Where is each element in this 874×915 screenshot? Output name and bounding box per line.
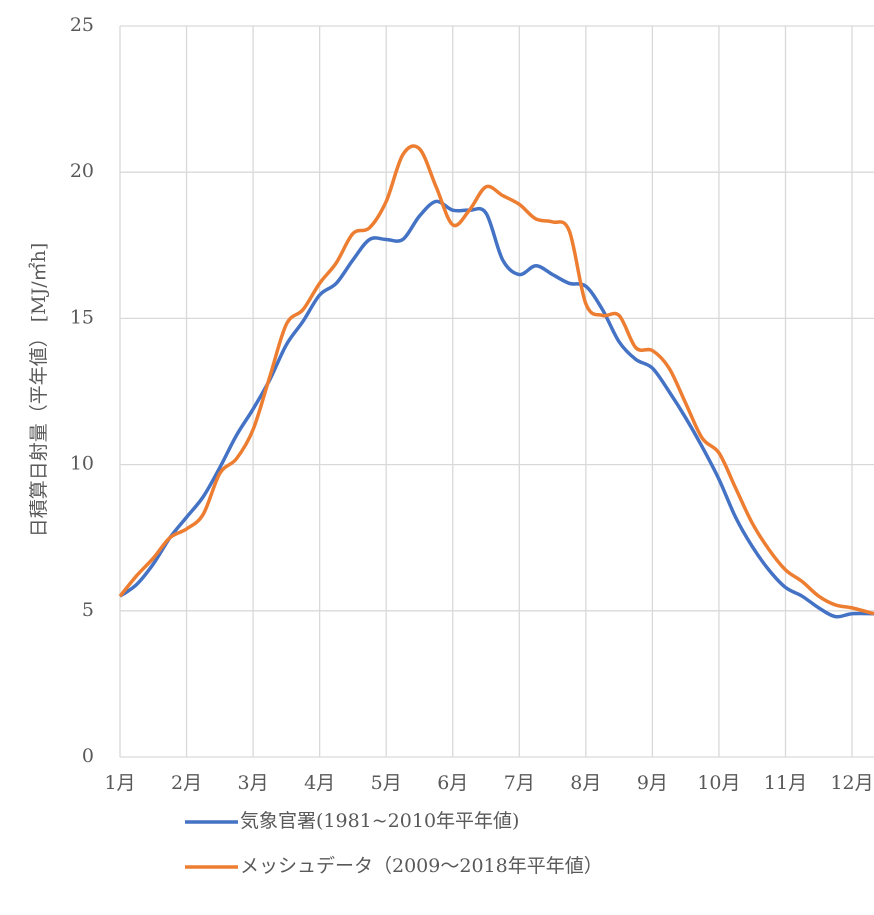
- y-tick-label: 5: [82, 599, 94, 621]
- x-tick-label: 10月: [697, 772, 740, 794]
- x-tick-label: 8月: [570, 772, 601, 794]
- x-tick-label: 6月: [437, 772, 468, 794]
- series-line: [118, 144, 874, 616]
- x-tick-label: 1月: [104, 772, 135, 794]
- y-tick-label: 10: [70, 453, 94, 475]
- x-tick-label: 2月: [171, 772, 202, 794]
- x-tick-label: 7月: [504, 772, 535, 794]
- x-tick-label: 3月: [238, 772, 269, 794]
- x-tick-label: 5月: [371, 772, 402, 794]
- x-tick-label: 4月: [304, 772, 335, 794]
- y-tick-label: 0: [82, 745, 94, 767]
- y-tick-label: 15: [70, 306, 94, 328]
- y-tick-label: 25: [70, 14, 94, 36]
- y-axis-label: 日積算日射量（平年値） [MJ/㎡h]: [27, 243, 50, 538]
- series-line: [118, 199, 874, 619]
- x-tick-label: 9月: [637, 772, 668, 794]
- x-tick-label: 12月: [830, 772, 873, 794]
- legend-label: メッシュデータ（2009～2018年平年値）: [240, 855, 603, 877]
- legend-label: 気象官署(1981~2010年平年値): [240, 810, 519, 832]
- y-tick-label: 20: [70, 160, 94, 182]
- x-tick-label: 11月: [764, 772, 807, 794]
